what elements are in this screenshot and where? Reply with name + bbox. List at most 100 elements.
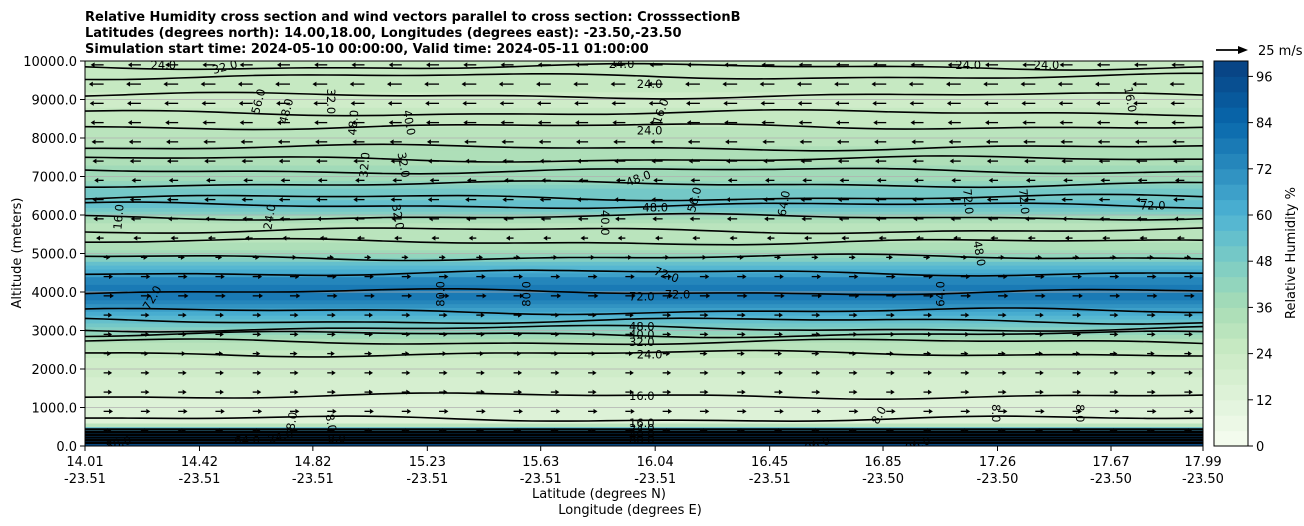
wind-vector-head <box>390 197 395 203</box>
wind-vector-head <box>1001 351 1006 357</box>
wind-vector-head <box>332 274 337 280</box>
wind-vector-head <box>1023 139 1028 145</box>
wind-vector-head <box>871 81 876 87</box>
contour-label: 24.0 <box>150 58 176 72</box>
contour-label: 32.0 <box>394 151 412 179</box>
chart-title-line-3: Simulation start time: 2024-05-10 00:00:… <box>85 42 649 57</box>
contour-line <box>85 237 1203 246</box>
wind-vector-head <box>426 139 431 145</box>
contour-label: 24.0 <box>637 77 663 91</box>
colorbar-tick-label: 72 <box>1256 163 1273 178</box>
wind-vector-head <box>126 81 131 87</box>
wind-vector-head <box>1114 370 1119 376</box>
wind-vector-head <box>816 331 821 337</box>
rh-band <box>85 184 1203 189</box>
x-tick-label-lon: -23.50 <box>977 472 1019 487</box>
rh-band <box>85 399 1203 405</box>
wind-vector-head <box>202 120 207 126</box>
wind-vector-head <box>617 235 622 241</box>
wind-vector-head <box>314 120 319 126</box>
contour-label-group: 48.0 <box>642 200 668 214</box>
wind-vector-head <box>183 274 188 280</box>
wind-vector-head <box>426 120 431 126</box>
wind-vector-head <box>741 389 746 395</box>
wind-vector-head <box>481 408 486 414</box>
wind-vector-head <box>392 177 397 183</box>
wind-vector-head <box>256 428 261 434</box>
wind-vector-head <box>855 293 860 299</box>
contour-label: 24.0 <box>1034 58 1060 72</box>
wind-vector-head <box>949 197 954 203</box>
wind-vector-head <box>370 293 375 299</box>
wind-vector-head <box>276 62 281 68</box>
wind-vector-head <box>1171 62 1176 68</box>
wind-vector-head <box>280 177 285 183</box>
contour-label-group: 40.0 <box>629 327 655 341</box>
wind-vector-head <box>777 254 782 260</box>
wind-vector-head <box>650 139 655 145</box>
wind-vector-head <box>147 293 152 299</box>
wind-vector-head <box>723 100 728 106</box>
wind-vector-head <box>257 389 262 395</box>
wind-vector-head <box>1173 158 1178 164</box>
wind-vector-head <box>703 351 708 357</box>
wind-vector-head <box>816 312 821 318</box>
contour-label-group: 56.0 <box>684 185 704 213</box>
wind-vector-head <box>316 197 321 203</box>
contour-label-group: 16.0 <box>629 389 655 403</box>
wind-vector-head <box>1189 274 1194 280</box>
wind-vector-head <box>653 177 658 183</box>
wind-vector-head <box>703 428 708 434</box>
wind-vector-head <box>501 139 506 145</box>
colorbar-segment <box>1214 245 1248 262</box>
wind-vector-head <box>1027 235 1032 241</box>
contour-label: 16.0 <box>110 204 126 231</box>
wind-vector-head <box>127 120 132 126</box>
wind-vector-head <box>219 389 224 395</box>
contour-line <box>85 167 1203 175</box>
wind-vector-head <box>818 293 822 299</box>
wind-vector-head <box>369 312 373 318</box>
wind-vector-head <box>766 235 771 241</box>
wind-vector-head <box>655 235 660 241</box>
wind-vector-head <box>332 408 337 414</box>
contour-label: 40.0 <box>400 109 418 137</box>
rh-band <box>85 203 1203 208</box>
wind-vector-head <box>1063 177 1068 183</box>
wind-vector-head <box>181 428 186 434</box>
rh-band <box>85 191 1203 197</box>
x-tick-label-lon: -23.51 <box>520 472 562 487</box>
wind-vector-head <box>725 197 730 203</box>
wind-vector-head <box>443 312 448 318</box>
rh-band <box>85 84 1203 89</box>
wind-vector-head <box>817 408 822 414</box>
wind-vector-head <box>965 389 970 395</box>
wind-vector-head <box>1021 100 1026 106</box>
rh-band <box>85 257 1203 262</box>
wind-vector-head <box>950 216 955 222</box>
wind-vector-head <box>834 81 839 87</box>
wind-vector-head <box>573 81 578 87</box>
colorbar-segment <box>1214 276 1248 293</box>
wind-vector-head <box>852 351 857 357</box>
wind-vector-head <box>296 293 301 299</box>
contour-label: 48.0 <box>642 200 668 214</box>
wind-vector-head <box>854 274 859 280</box>
wind-vector-head <box>145 389 150 395</box>
wind-vector-head <box>740 428 745 434</box>
wind-vector-head <box>839 177 844 183</box>
wind-vector-head <box>1172 139 1177 145</box>
wind-vector-head <box>1025 177 1030 183</box>
wind-vector-head <box>207 235 212 241</box>
rh-band <box>85 234 1203 239</box>
contour-label-group: 24.0 <box>637 347 663 361</box>
contour-label: 24.0 <box>266 426 294 446</box>
wind-vector-head <box>405 351 410 357</box>
wind-vector-head <box>313 100 318 106</box>
wind-vector-head <box>500 62 505 68</box>
y-tick-label: 8000.0 <box>32 132 78 147</box>
wind-vector-head <box>164 100 169 106</box>
wind-vector-head <box>986 158 991 164</box>
contour-line <box>85 227 1203 235</box>
contour-label: 8.0 <box>327 431 345 445</box>
